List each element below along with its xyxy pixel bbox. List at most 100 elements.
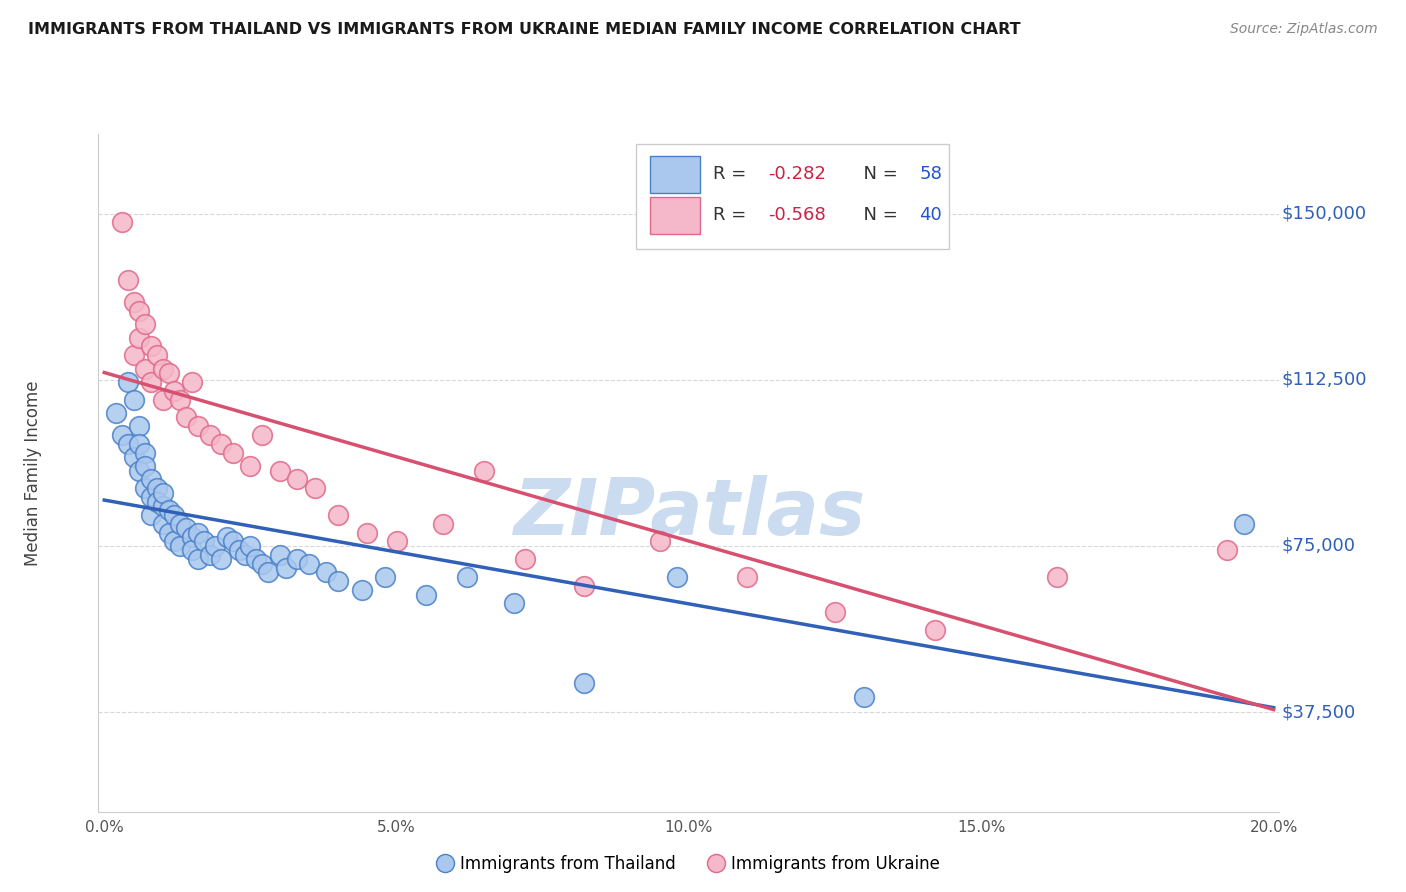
Text: R =: R = xyxy=(713,166,752,184)
Point xyxy=(472,464,495,478)
Point xyxy=(269,464,291,478)
Text: $75,000: $75,000 xyxy=(1282,537,1355,555)
Point xyxy=(152,499,174,513)
Text: -0.282: -0.282 xyxy=(768,166,825,184)
Point xyxy=(233,548,256,562)
Point xyxy=(572,676,595,690)
Point xyxy=(128,419,150,434)
Point xyxy=(181,530,204,544)
Point xyxy=(104,406,127,420)
Point xyxy=(157,503,180,517)
Point xyxy=(228,543,250,558)
Point xyxy=(122,450,145,465)
Point xyxy=(315,566,337,580)
Point xyxy=(648,534,671,549)
Point xyxy=(824,605,846,619)
Point xyxy=(134,361,156,376)
Point xyxy=(209,437,232,451)
Point xyxy=(572,579,595,593)
Point xyxy=(169,539,191,553)
Text: $150,000: $150,000 xyxy=(1282,204,1367,223)
Point xyxy=(139,339,162,353)
Point xyxy=(128,304,150,318)
Text: $112,500: $112,500 xyxy=(1282,371,1367,389)
Point xyxy=(432,516,454,531)
Point xyxy=(181,375,204,389)
Point xyxy=(204,539,226,553)
Point xyxy=(139,490,162,504)
Point xyxy=(222,534,245,549)
Point xyxy=(134,318,156,332)
Point xyxy=(117,375,139,389)
Point xyxy=(146,494,169,508)
Point xyxy=(187,419,209,434)
Point xyxy=(198,428,221,442)
Point xyxy=(502,597,524,611)
Text: ZIPatlas: ZIPatlas xyxy=(513,475,865,551)
Point xyxy=(163,384,186,398)
Point xyxy=(209,552,232,566)
Point xyxy=(257,566,280,580)
Point xyxy=(285,472,308,486)
Point xyxy=(134,481,156,495)
Point xyxy=(174,410,197,425)
Point xyxy=(111,428,134,442)
Point xyxy=(737,570,759,584)
Point xyxy=(128,464,150,478)
Point xyxy=(181,543,204,558)
Point xyxy=(152,485,174,500)
Point xyxy=(356,525,378,540)
Bar xyxy=(650,156,700,194)
Point xyxy=(139,508,162,522)
Text: N =: N = xyxy=(852,206,904,224)
Legend: Immigrants from Thailand, Immigrants from Ukraine: Immigrants from Thailand, Immigrants fro… xyxy=(432,848,946,880)
Point xyxy=(515,552,537,566)
Point xyxy=(117,437,139,451)
Point xyxy=(157,525,180,540)
Text: -0.568: -0.568 xyxy=(768,206,825,224)
Point xyxy=(1046,570,1069,584)
Point xyxy=(169,516,191,531)
Point xyxy=(274,561,297,575)
Point xyxy=(157,366,180,380)
Point xyxy=(187,552,209,566)
Text: 40: 40 xyxy=(920,206,942,224)
Point xyxy=(152,361,174,376)
Point xyxy=(146,348,169,362)
Point xyxy=(134,459,156,474)
Point xyxy=(169,392,191,407)
Point xyxy=(1216,543,1239,558)
Point xyxy=(250,557,273,571)
Point xyxy=(415,588,437,602)
Point xyxy=(146,481,169,495)
Text: N =: N = xyxy=(852,166,904,184)
FancyBboxPatch shape xyxy=(636,144,949,249)
Point xyxy=(285,552,308,566)
Point xyxy=(239,459,262,474)
Point xyxy=(152,516,174,531)
Point xyxy=(163,534,186,549)
Point xyxy=(187,525,209,540)
Point xyxy=(122,295,145,310)
Bar xyxy=(650,196,700,234)
Point xyxy=(666,570,689,584)
Text: R =: R = xyxy=(713,206,752,224)
Point xyxy=(128,437,150,451)
Point xyxy=(193,534,215,549)
Point xyxy=(304,481,326,495)
Point xyxy=(139,472,162,486)
Point xyxy=(374,570,396,584)
Point xyxy=(222,446,245,460)
Text: Median Family Income: Median Family Income xyxy=(24,380,42,566)
Point xyxy=(163,508,186,522)
Text: IMMIGRANTS FROM THAILAND VS IMMIGRANTS FROM UKRAINE MEDIAN FAMILY INCOME CORRELA: IMMIGRANTS FROM THAILAND VS IMMIGRANTS F… xyxy=(28,22,1021,37)
Point xyxy=(122,392,145,407)
Point xyxy=(924,623,946,637)
Point xyxy=(128,330,150,344)
Text: 58: 58 xyxy=(920,166,942,184)
Point xyxy=(853,690,876,704)
Point xyxy=(139,375,162,389)
Point xyxy=(326,508,349,522)
Point xyxy=(250,428,273,442)
Point xyxy=(385,534,408,549)
